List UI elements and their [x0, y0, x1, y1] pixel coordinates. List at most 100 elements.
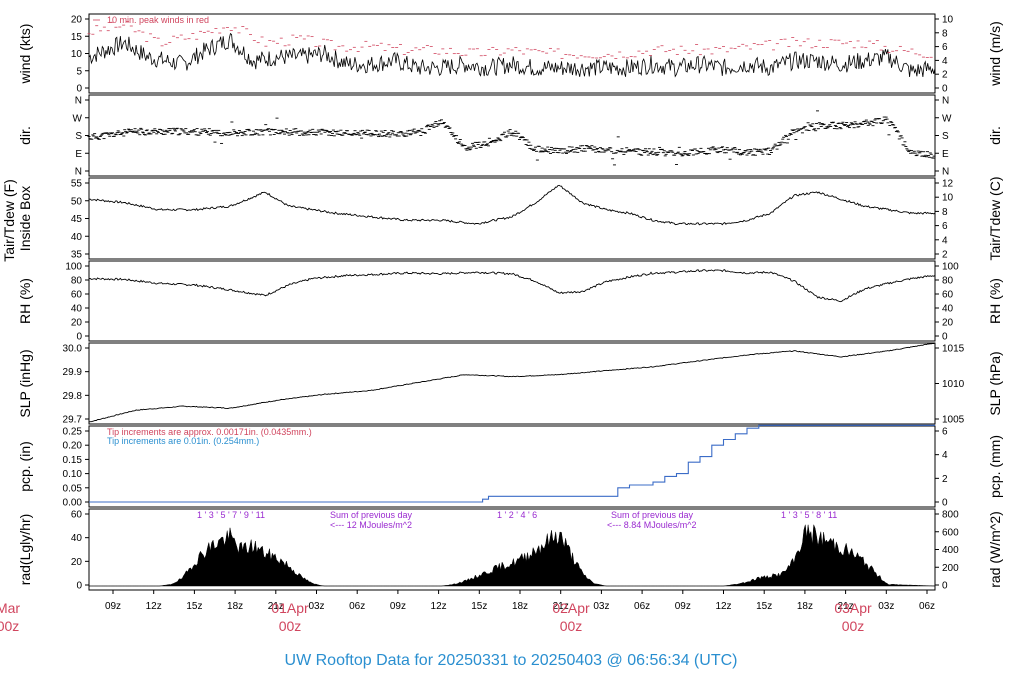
x-tick-label: 18z [797, 601, 813, 612]
slp-line [88, 342, 936, 423]
dir-left-tick-label: N [75, 96, 82, 107]
x-tick-label: 18z [512, 601, 528, 612]
wind-right-tick-label: 2 [942, 70, 948, 81]
pcp-left-tick-label: 0.20 [63, 441, 83, 452]
pcp-tip-note: Tip increments are 0.01in. (0.254mm.) [107, 436, 259, 446]
rad-right-tick-label: 200 [942, 563, 959, 574]
rad-right-tick-label: 400 [942, 545, 959, 556]
radiation-area [89, 524, 936, 587]
dir-right-tick-label: W [942, 113, 952, 124]
rh-left-tick-label: 60 [71, 290, 83, 301]
wind-speed-line [88, 32, 936, 78]
dir-right-tick-label: S [942, 131, 949, 142]
rad-right-tick-label: 0 [942, 581, 948, 592]
direction-marks [87, 110, 936, 166]
slp-right-tick-label: 1010 [942, 379, 965, 390]
pcp-right-axis-label: pcp. (mm) [987, 435, 1003, 498]
rh-right-tick-label: 0 [942, 332, 948, 343]
x-tick-label: 12z [146, 601, 162, 612]
slp-left-tick-label: 29.8 [63, 391, 83, 402]
x-date-label: Mar [0, 600, 20, 616]
slp-panel-frame [88, 342, 936, 425]
pcp-left-tick-label: 0.00 [63, 498, 83, 509]
x-date-hour-label: 00z [842, 618, 865, 634]
slp-right-tick-label: 1015 [942, 344, 965, 355]
x-tick-label: 21z [838, 601, 854, 612]
x-tick-label: 09z [390, 601, 406, 612]
rh-left-axis-label: RH (%) [17, 278, 33, 324]
rh-right-tick-label: 20 [942, 318, 954, 329]
x-tick-label: 03z [878, 601, 894, 612]
rh-right-tick-label: 60 [942, 290, 954, 301]
temp-right-axis-label: Tair/Tdew (C) [987, 176, 1003, 260]
temp-left-tick-label: 35 [71, 250, 83, 261]
rh-left-tick-label: 20 [71, 318, 83, 329]
wind-right-tick-label: 0 [942, 84, 948, 95]
slp-left-tick-label: 29.7 [63, 415, 83, 426]
pcp-left-tick-label: 0.15 [63, 455, 83, 466]
rad-hour-marks-day1: 1 ' 3 ' 5 ' 7 ' 9 ' 11 [197, 510, 265, 520]
pcp-panel-frame [88, 425, 936, 508]
x-tick-label: 03z [593, 601, 609, 612]
x-date-label: 03Apr [834, 600, 872, 616]
rad-day-sum-label-1: Sum of previous day [330, 510, 413, 520]
pcp-right-tick-label: 2 [942, 474, 948, 485]
dir-right-tick-label: N [942, 96, 949, 107]
slp-left-tick-label: 30.0 [63, 344, 83, 355]
rad-left-tick-label: 20 [71, 557, 83, 568]
rad-right-tick-label: 600 [942, 527, 959, 538]
pcp-left-tick-label: 0.10 [63, 469, 83, 480]
wind-left-tick-label: 5 [76, 66, 82, 77]
wind-left-tick-label: 20 [71, 15, 83, 26]
temp-left-axis-label: Tair/Tdew (F) [1, 179, 17, 261]
x-tick-label: 21z [268, 601, 284, 612]
pcp-left-axis-label: pcp. (in) [17, 441, 33, 492]
wind-left-tick-label: 10 [71, 49, 83, 60]
temp-right-tick-label: 10 [942, 193, 954, 204]
pcp-left-tick-label: 0.25 [63, 427, 83, 438]
pcp-left-tick-label: 0.05 [63, 483, 83, 494]
rh-left-tick-label: 0 [76, 332, 82, 343]
x-date-label: 02Apr [552, 600, 590, 616]
temp-right-tick-label: 4 [942, 235, 948, 246]
rad-hour-marks-day3: 1 ' 3 ' 5 ' 8 ' 11 [781, 510, 837, 520]
temp-left-tick-label: 55 [71, 179, 83, 190]
temperature-line [88, 184, 936, 226]
x-tick-label: 06z [634, 601, 650, 612]
wind-panel-frame [88, 13, 936, 94]
temp-left-tick-label: 50 [71, 196, 83, 207]
x-tick-label: 09z [105, 601, 121, 612]
wind-right-axis-label: wind (m/s) [987, 21, 1003, 87]
temp-left-tick-label: 40 [71, 232, 83, 243]
rad-day-sum-value-2: <--- 8.84 MJoules/m^2 [607, 520, 697, 530]
slp-right-axis-label: SLP (hPa) [987, 351, 1003, 415]
rh-right-axis-label: RH (%) [987, 278, 1003, 324]
x-tick-label: 09z [675, 601, 691, 612]
x-tick-label: 03z [308, 601, 324, 612]
rad-right-axis-label: rad (W/m^2) [987, 511, 1003, 588]
rh-left-tick-label: 40 [71, 304, 83, 315]
rad-left-axis-label: rad(Lgly/hr) [17, 514, 33, 586]
rh-panel-frame [88, 260, 936, 342]
peak-wind-marks [87, 21, 933, 59]
x-tick-label: 18z [227, 601, 243, 612]
temp-left-tick-label: 45 [71, 214, 83, 225]
slp-left-tick-label: 29.9 [63, 367, 83, 378]
x-tick-label: 15z [471, 601, 487, 612]
x-tick-label: 15z [756, 601, 772, 612]
wind-left-tick-label: 15 [71, 32, 83, 43]
temp-right-tick-label: 8 [942, 207, 948, 218]
dir-right-axis-label: dir. [987, 126, 1003, 145]
wind-right-tick-label: 8 [942, 28, 948, 39]
rh-left-tick-label: 80 [71, 276, 83, 287]
dir-left-axis-label: dir. [17, 126, 33, 145]
rh-right-tick-label: 100 [942, 262, 959, 273]
wind-right-tick-label: 4 [942, 56, 948, 67]
wind-left-axis-label: wind (kts) [17, 24, 33, 85]
x-date-hour-label: 00z [560, 618, 583, 634]
chart-title: UW Rooftop Data for 20250331 to 20250403… [285, 652, 738, 669]
x-tick-label: 06z [919, 601, 935, 612]
pcp-right-tick-label: 0 [942, 498, 948, 509]
dir-left-tick-label: S [75, 131, 82, 142]
dir-left-tick-label: E [75, 149, 82, 160]
